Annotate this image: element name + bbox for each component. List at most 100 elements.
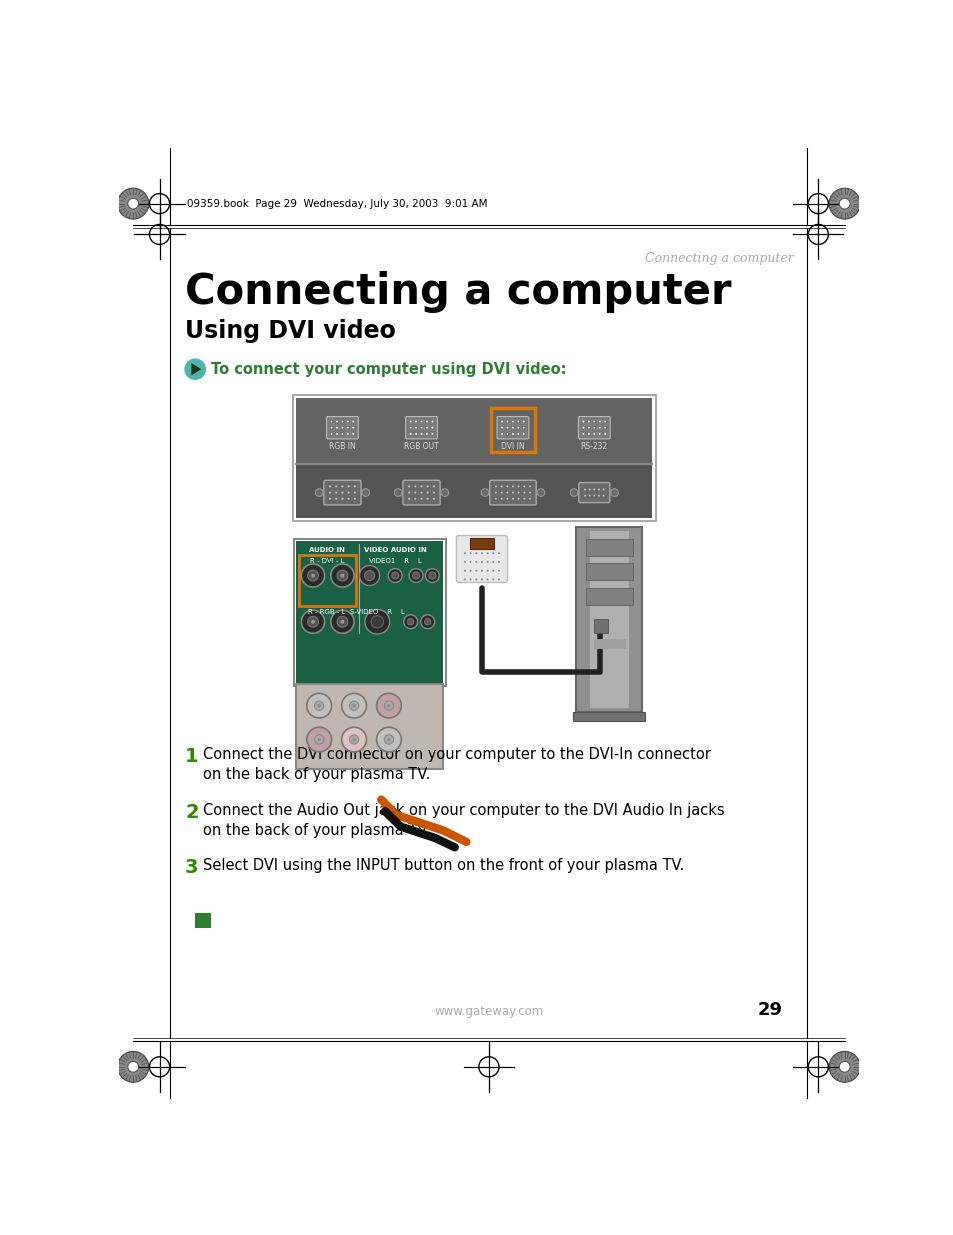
Circle shape (463, 569, 465, 572)
Circle shape (307, 693, 332, 718)
Circle shape (349, 701, 358, 710)
Circle shape (475, 561, 476, 563)
Circle shape (506, 498, 508, 500)
Circle shape (352, 433, 354, 435)
Circle shape (426, 427, 427, 429)
Circle shape (492, 578, 494, 580)
Circle shape (583, 489, 585, 490)
Circle shape (387, 704, 390, 708)
Bar (576, 527, 641, 711)
Circle shape (529, 492, 531, 494)
Circle shape (495, 492, 497, 494)
Circle shape (403, 615, 417, 629)
FancyBboxPatch shape (578, 483, 609, 503)
Circle shape (371, 615, 383, 627)
Circle shape (314, 735, 323, 745)
Circle shape (582, 427, 584, 429)
Circle shape (602, 489, 604, 490)
Circle shape (492, 569, 494, 572)
Circle shape (431, 421, 433, 422)
Bar (295, 684, 443, 769)
Bar (295, 399, 652, 464)
Circle shape (431, 433, 433, 435)
Circle shape (492, 561, 494, 563)
Circle shape (486, 578, 488, 580)
Text: www.gateway.com: www.gateway.com (434, 1005, 543, 1018)
Circle shape (480, 489, 488, 496)
Circle shape (500, 492, 502, 494)
Circle shape (598, 433, 600, 435)
Circle shape (529, 498, 531, 500)
Circle shape (420, 485, 422, 488)
Circle shape (603, 421, 605, 422)
Circle shape (429, 572, 436, 579)
Circle shape (388, 568, 402, 583)
Circle shape (340, 620, 344, 624)
Circle shape (500, 498, 502, 500)
Circle shape (341, 485, 343, 488)
Circle shape (433, 492, 435, 494)
Circle shape (307, 616, 318, 627)
Bar (470, 537, 493, 550)
Circle shape (412, 572, 419, 579)
Circle shape (341, 693, 366, 718)
Circle shape (384, 701, 394, 710)
FancyBboxPatch shape (456, 536, 507, 583)
Circle shape (353, 739, 355, 741)
FancyBboxPatch shape (405, 416, 436, 438)
Circle shape (301, 564, 324, 587)
FancyBboxPatch shape (578, 416, 610, 438)
Circle shape (331, 564, 354, 587)
Circle shape (387, 739, 390, 741)
Text: 2: 2 (185, 803, 198, 821)
Circle shape (409, 433, 411, 435)
Bar (294, 538, 445, 685)
Text: AUDIO IN: AUDIO IN (309, 547, 345, 553)
Bar (585, 563, 633, 580)
Circle shape (426, 485, 428, 488)
Circle shape (500, 421, 502, 422)
Circle shape (512, 492, 514, 494)
Bar (293, 395, 655, 521)
Bar (295, 541, 443, 683)
Circle shape (839, 1061, 849, 1072)
Circle shape (593, 427, 595, 429)
Circle shape (602, 495, 604, 496)
Bar (195, 913, 211, 929)
Circle shape (301, 610, 324, 634)
Circle shape (408, 492, 410, 494)
Polygon shape (192, 363, 201, 375)
Circle shape (392, 572, 398, 579)
Circle shape (184, 358, 206, 380)
Circle shape (529, 485, 531, 488)
Circle shape (317, 739, 320, 741)
Circle shape (425, 568, 439, 583)
Circle shape (570, 489, 578, 496)
Text: RS-232: RS-232 (580, 442, 607, 451)
Circle shape (517, 427, 518, 429)
Circle shape (588, 489, 590, 490)
Circle shape (506, 492, 508, 494)
Text: 1: 1 (185, 747, 198, 766)
Circle shape (347, 421, 349, 422)
Circle shape (354, 485, 355, 488)
Circle shape (408, 498, 410, 500)
Circle shape (341, 492, 343, 494)
Text: RGB OUT: RGB OUT (404, 442, 438, 451)
Text: Connecting a computer: Connecting a computer (185, 272, 731, 314)
Circle shape (587, 427, 589, 429)
Circle shape (331, 421, 333, 422)
Circle shape (340, 573, 344, 578)
Circle shape (522, 421, 524, 422)
Circle shape (497, 578, 499, 580)
Circle shape (512, 485, 514, 488)
Circle shape (517, 421, 518, 422)
Circle shape (500, 433, 502, 435)
Circle shape (359, 566, 379, 585)
Bar (573, 711, 645, 721)
Text: S-VIDEO    R    L: S-VIDEO R L (350, 609, 404, 615)
Circle shape (598, 427, 600, 429)
Bar (593, 620, 607, 634)
Bar (295, 464, 652, 517)
Circle shape (347, 427, 349, 429)
